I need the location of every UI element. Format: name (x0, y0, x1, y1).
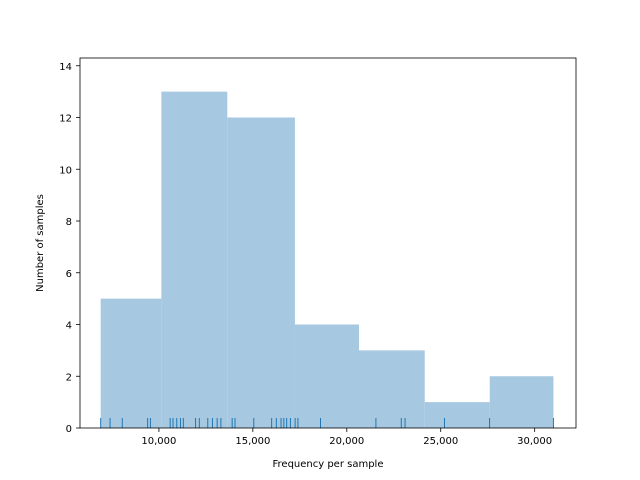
x-tick-label-3: 20,000 (329, 436, 364, 447)
histogram-bar-3 (227, 117, 295, 428)
y-tick-label-6: 10 (59, 165, 72, 176)
plot-area-frame (79, 57, 577, 429)
histogram-bar-2 (161, 91, 228, 429)
x-tick-label-1: 10,000 (141, 436, 176, 447)
y-axis-label: Number of samples (35, 194, 46, 292)
x-axis-label: Frequency per sample (273, 459, 384, 470)
x-tick-label-4: 25,000 (423, 436, 458, 447)
rug-marks (100, 418, 554, 428)
x-axis: 10,000 15,000 20,000 25,000 30,000 (141, 428, 552, 447)
histogram-bar-4 (294, 324, 359, 428)
y-axis: 0 2 4 6 8 10 12 14 (59, 62, 80, 435)
y-tick-label-5: 8 (66, 217, 72, 228)
x-tick-label-2: 15,000 (235, 436, 270, 447)
y-tick-label-2: 2 (66, 372, 72, 383)
y-tick-label-3: 4 (66, 321, 72, 332)
y-tick-label-1: 0 (66, 424, 72, 435)
histogram-bar-6 (424, 402, 490, 428)
y-tick-label-4: 6 (66, 269, 72, 280)
y-tick-label-7: 12 (59, 114, 72, 125)
histogram-bar-7 (489, 376, 554, 428)
histogram-bar-1 (100, 298, 162, 428)
y-tick-label-8: 14 (59, 62, 72, 73)
x-tick-label-5: 30,000 (517, 436, 552, 447)
histogram-bar-5 (359, 350, 425, 428)
histogram-bars (100, 91, 554, 429)
